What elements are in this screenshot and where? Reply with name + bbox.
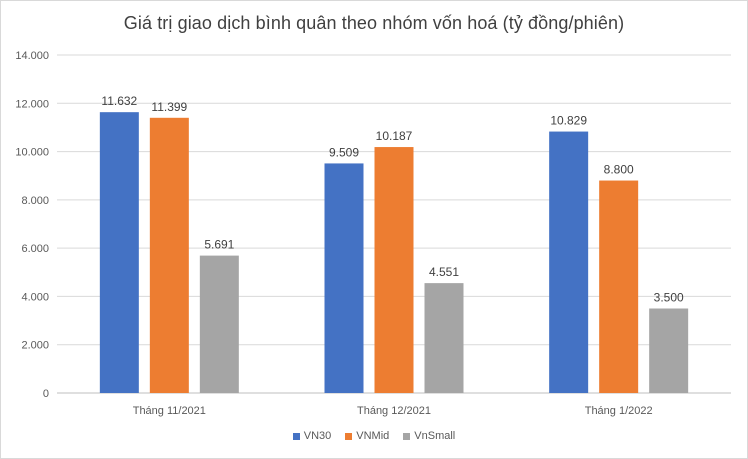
y-tick-label: 0 <box>43 388 49 400</box>
bar-vn30 <box>99 112 139 393</box>
legend-item-vn30: VN30 <box>292 430 332 442</box>
bar-vnmid <box>599 180 639 393</box>
legend-item-vnsmall: VnSmall <box>403 430 455 442</box>
legend-item-vnmid: VNMid <box>345 430 389 442</box>
chart-title: Giá trị giao dịch bình quân theo nhóm vố… <box>123 13 625 33</box>
data-label: 10.187 <box>376 129 413 143</box>
legend-swatch <box>292 432 300 440</box>
bar-vnsmall <box>649 308 689 393</box>
legend-swatch <box>403 432 411 440</box>
legend-label: VNMid <box>356 430 390 442</box>
data-label: 4.551 <box>429 265 459 279</box>
y-tick-label: 8.000 <box>21 195 49 207</box>
legend-label: VN30 <box>303 430 332 442</box>
data-label: 11.632 <box>101 94 137 108</box>
data-label: 3.500 <box>654 291 684 305</box>
data-label: 9.509 <box>329 145 359 159</box>
y-tick-label: 4.000 <box>21 291 49 303</box>
bar-vnmid <box>149 117 189 394</box>
bar-vn30 <box>549 131 589 393</box>
legend-label: VnSmall <box>414 430 456 442</box>
bar-chart: 0 2.000 4.000 6.000 8.000 10.000 12.000 14.000 1… <box>15 50 731 417</box>
data-label: 8.800 <box>604 163 634 177</box>
data-label: 11.399 <box>151 100 187 114</box>
bar-vnsmall <box>199 255 239 393</box>
legend-swatch <box>345 432 353 440</box>
x-tick-label: Tháng 11/2021 <box>133 405 206 417</box>
y-tick-label: 12.000 <box>15 98 49 110</box>
y-tick-label: 14.000 <box>15 50 49 62</box>
data-label: 10.829 <box>550 114 587 128</box>
bar-vn30 <box>324 163 364 393</box>
bar-vnsmall <box>424 283 464 393</box>
bar-vnmid <box>374 147 414 393</box>
y-tick-label: 6.000 <box>21 243 49 255</box>
x-tick-label: Tháng 1/2022 <box>585 405 653 417</box>
data-label: 5.691 <box>204 238 234 252</box>
y-tick-label: 10.000 <box>15 147 49 159</box>
y-tick-label: 2.000 <box>21 340 49 352</box>
chart-legend: VN30 VNMid VnSmall <box>1 430 747 442</box>
x-tick-label: Tháng 12/2021 <box>357 405 431 417</box>
